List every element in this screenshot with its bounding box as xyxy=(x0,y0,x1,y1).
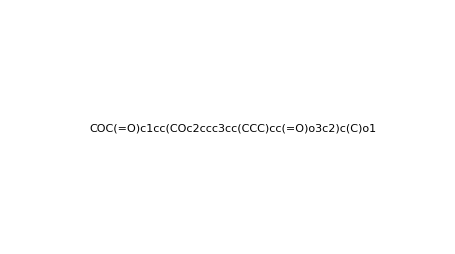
Text: COC(=O)c1cc(COc2ccc3cc(CCC)cc(=O)o3c2)c(C)o1: COC(=O)c1cc(COc2ccc3cc(CCC)cc(=O)o3c2)c(… xyxy=(90,123,377,133)
